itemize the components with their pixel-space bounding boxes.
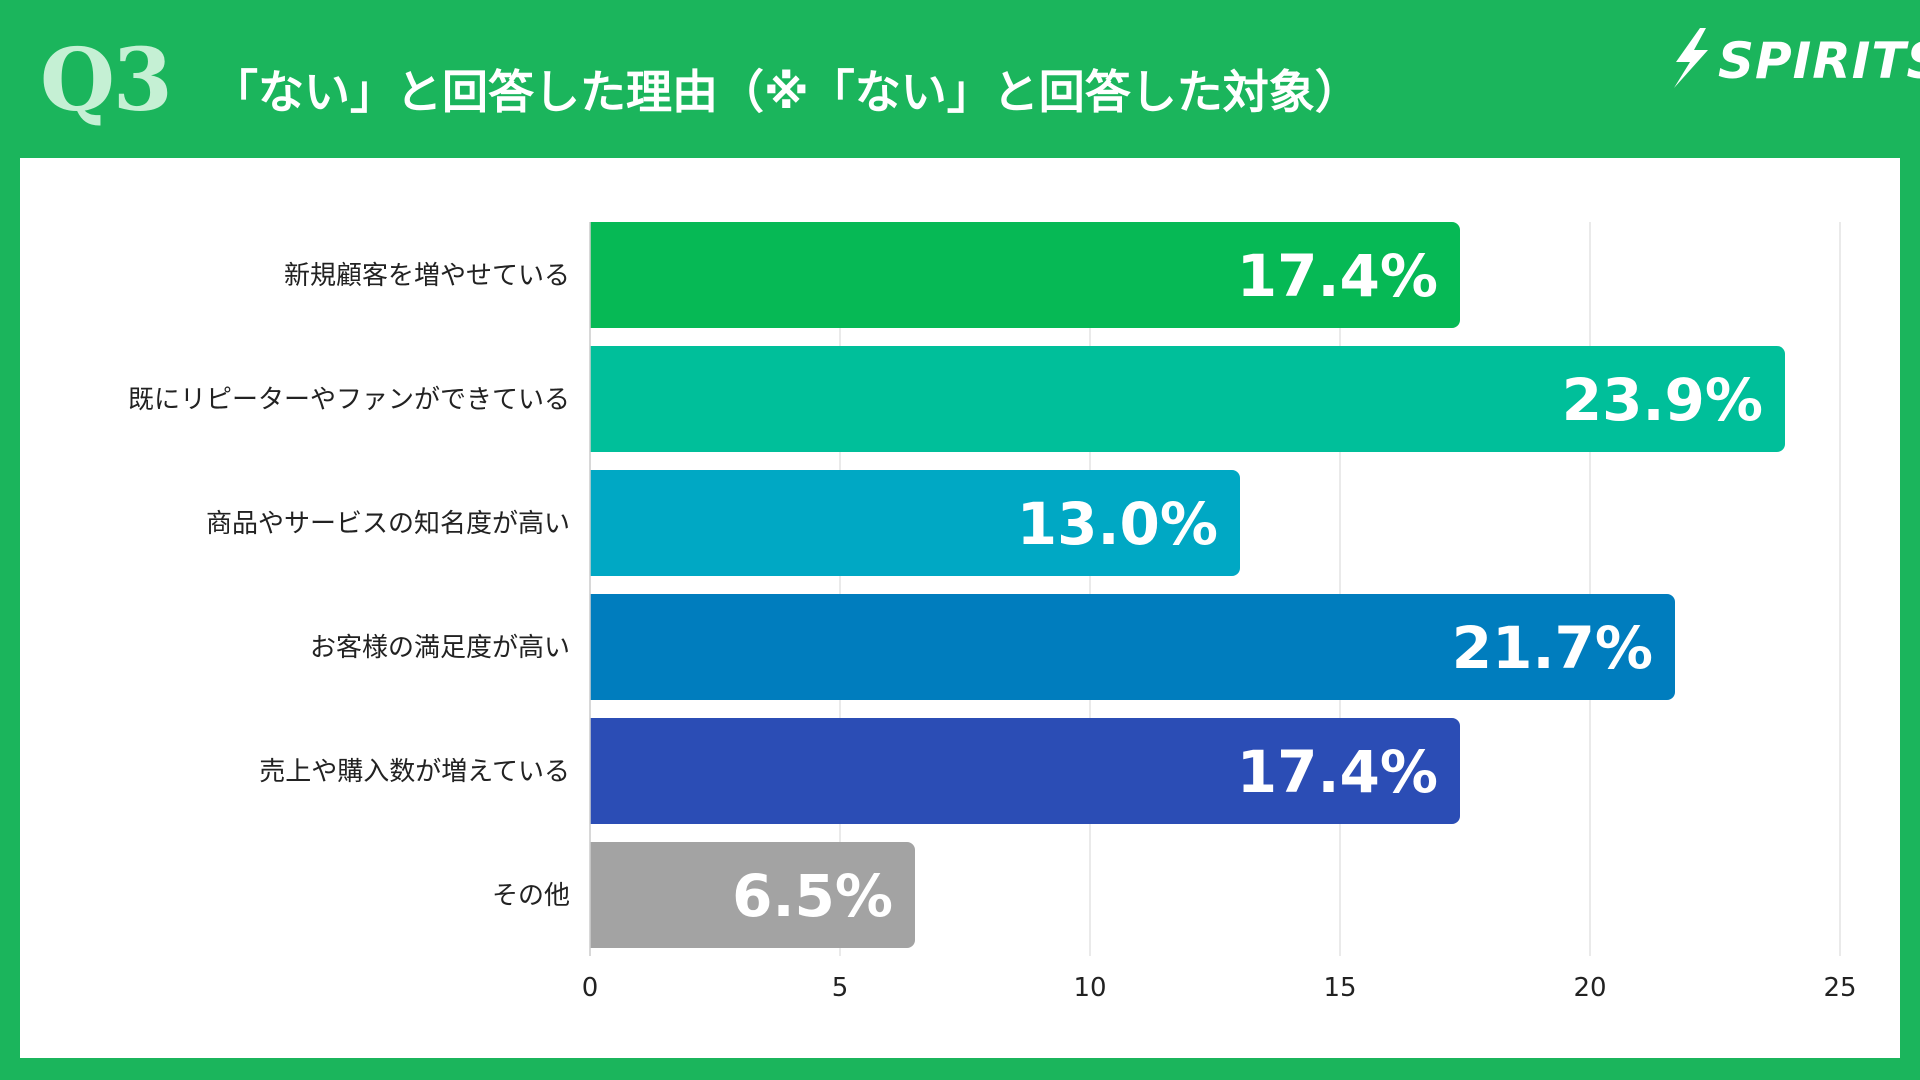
bar-left-edge-5 bbox=[590, 842, 602, 948]
category-label-2: 商品やサービスの知名度が高い bbox=[206, 509, 570, 539]
bar-1 bbox=[590, 346, 1785, 452]
x-tick-label-10: 10 bbox=[1073, 973, 1106, 1003]
value-label-2: 13.0% bbox=[1017, 490, 1218, 558]
brand-logo: SPIRITS bbox=[1666, 26, 1920, 90]
category-label-0: 新規顧客を増やせている bbox=[284, 261, 570, 291]
bar-3 bbox=[590, 594, 1675, 700]
bar-5 bbox=[590, 842, 915, 948]
x-tick-label-20: 20 bbox=[1573, 973, 1606, 1003]
category-label-5: その他 bbox=[492, 881, 570, 911]
lightning-icon bbox=[1674, 28, 1708, 88]
bar-chart: 0 5 10 15 20 25 新規顧客を増やせている 17.4% 既にリピーターやファンができ… bbox=[128, 222, 1857, 1003]
value-label-5: 6.5% bbox=[732, 862, 893, 930]
x-tick-label-15: 15 bbox=[1323, 973, 1356, 1003]
category-label-3: お客様の満足度が高い bbox=[310, 633, 570, 663]
x-tick-label-5: 5 bbox=[832, 973, 849, 1003]
bar-left-edge-3 bbox=[590, 594, 602, 700]
question-number: Q3 bbox=[40, 30, 173, 131]
page-title: 「ない」と回答した理由（※「ない」と回答した対象） bbox=[212, 65, 1361, 119]
x-tick-label-25: 25 bbox=[1823, 973, 1856, 1003]
bar-left-edge-0 bbox=[590, 222, 602, 328]
category-label-4: 売上や購入数が増えている bbox=[259, 757, 570, 787]
header: Q3 「ない」と回答した理由（※「ない」と回答した対象） SPIRITS bbox=[0, 0, 1920, 158]
category-label-1: 既にリピーターやファンができている bbox=[128, 385, 570, 415]
value-label-0: 17.4% bbox=[1237, 242, 1438, 310]
chart-panel: 0 5 10 15 20 25 新規顧客を増やせている 17.4% 既にリピーターやファンができ… bbox=[20, 158, 1900, 1058]
bar-left-edge-1 bbox=[590, 346, 602, 452]
bar-0 bbox=[590, 222, 1460, 328]
bar-left-edge-2 bbox=[590, 470, 602, 576]
bar-left-edge-4 bbox=[590, 718, 602, 824]
value-label-1: 23.9% bbox=[1562, 366, 1763, 434]
value-label-4: 17.4% bbox=[1237, 738, 1438, 806]
bar-2 bbox=[590, 470, 1240, 576]
logo-text: SPIRITS bbox=[1718, 32, 1920, 90]
value-label-3: 21.7% bbox=[1452, 614, 1653, 682]
bar-4 bbox=[590, 718, 1460, 824]
x-tick-label-0: 0 bbox=[582, 973, 599, 1003]
